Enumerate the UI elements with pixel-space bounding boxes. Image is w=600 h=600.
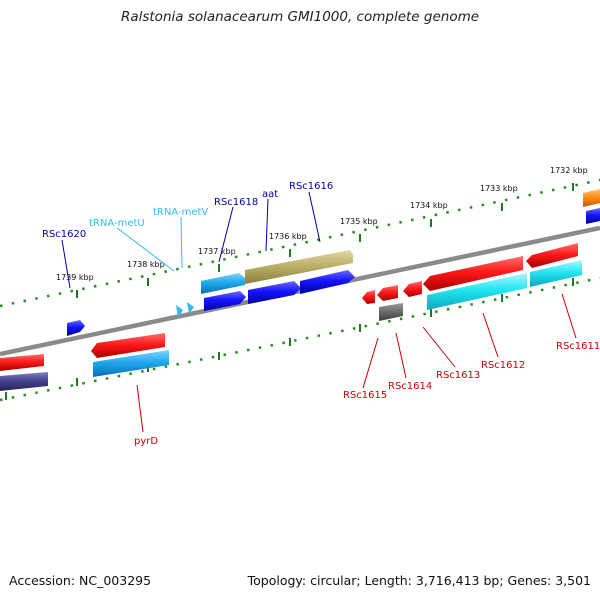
reverse-strand-genes bbox=[0, 243, 582, 391]
gene-arrow-rsc1618[interactable] bbox=[201, 273, 245, 294]
leader-rsc1615 bbox=[362, 337, 379, 389]
gene-arrow-left-red[interactable] bbox=[0, 354, 44, 371]
tick-label: 1732 kbp bbox=[550, 166, 588, 175]
label-rsc1613: RSc1613 bbox=[436, 370, 480, 381]
gene-arrow-blue-2[interactable] bbox=[248, 281, 301, 304]
label-trna-metv: tRNA-metV bbox=[153, 207, 208, 218]
leader-rsc1618 bbox=[218, 206, 234, 263]
gene-arrow-cyan-left[interactable] bbox=[93, 350, 169, 377]
leader-rsc1613 bbox=[422, 326, 456, 368]
accession-text: Accession: NC_003295 bbox=[9, 573, 152, 588]
leader-rsc1616 bbox=[308, 191, 321, 243]
gene-arrow-cyan-1612[interactable] bbox=[427, 273, 527, 310]
tick-label: 1738 kbp bbox=[127, 260, 165, 269]
gene-arrow-orange[interactable] bbox=[583, 189, 600, 207]
gene-arrow-aat[interactable] bbox=[245, 250, 353, 284]
gene-arrow-pyrd[interactable] bbox=[91, 333, 165, 358]
label-rsc1616: RSc1616 bbox=[289, 181, 333, 192]
label-rsc1620: RSc1620 bbox=[42, 229, 86, 240]
major-ticks bbox=[76, 183, 574, 298]
label-rsc1611: RSc1611 bbox=[556, 341, 600, 352]
leader-rsc1620 bbox=[61, 239, 71, 289]
gene-arrow-rsc1611[interactable] bbox=[526, 243, 578, 268]
genome-title: Ralstonia solanacearum GMI1000, complete… bbox=[120, 9, 480, 25]
tick-label: 1734 kbp bbox=[410, 201, 448, 210]
tick-labels: 1739 kbp 1738 kbp 1737 kbp 1736 kbp 1735… bbox=[56, 166, 588, 282]
gene-labels: RSc1620 tRNA-metU tRNA-metV RSc1618 aat … bbox=[42, 181, 600, 447]
tick-label: 1736 kbp bbox=[269, 232, 307, 241]
tick-label: 1735 kbp bbox=[340, 217, 378, 226]
trna-arrow-metu[interactable] bbox=[176, 305, 183, 318]
tick-label: 1733 kbp bbox=[480, 184, 518, 193]
forward-ruler-dots bbox=[0, 178, 600, 308]
label-rsc1612: RSc1612 bbox=[481, 360, 525, 371]
tick-label: 1737 kbp bbox=[198, 247, 236, 256]
label-rsc1615: RSc1615 bbox=[343, 390, 387, 401]
gene-arrow-blue-1[interactable] bbox=[204, 291, 246, 311]
gene-arrow-blue-right[interactable] bbox=[586, 208, 600, 224]
leader-aat bbox=[265, 198, 269, 252]
label-pyrd: pyrD bbox=[134, 436, 158, 447]
gene-arrow-rsc1615[interactable] bbox=[362, 290, 375, 304]
gene-arrow-cyan-1611[interactable] bbox=[530, 260, 582, 287]
gene-arrow-rsc1612[interactable] bbox=[423, 256, 523, 291]
reverse-ruler-dots bbox=[0, 276, 600, 402]
leader-trna-metv bbox=[180, 216, 183, 269]
trna-arrow-metv[interactable] bbox=[187, 302, 194, 314]
gene-arrow-rsc1613[interactable] bbox=[403, 281, 422, 297]
gene-arrow-left-navy[interactable] bbox=[0, 372, 48, 391]
forward-strand-genes bbox=[67, 189, 600, 336]
label-rsc1618: RSc1618 bbox=[214, 197, 258, 208]
genome-stats-text: Topology: circular; Length: 3,716,413 bp… bbox=[247, 573, 591, 588]
label-leaders bbox=[61, 191, 577, 433]
leader-rsc1614 bbox=[395, 332, 407, 379]
leader-trna-metu bbox=[116, 227, 175, 272]
leader-pyrd bbox=[136, 384, 144, 433]
label-aat: aat bbox=[262, 189, 278, 200]
leader-rsc1612 bbox=[482, 312, 499, 358]
gene-arrow-rsc1616[interactable] bbox=[300, 270, 355, 294]
gene-arrow-grey[interactable] bbox=[379, 303, 403, 321]
label-trna-metu: tRNA-metU bbox=[89, 218, 145, 229]
leader-rsc1611 bbox=[561, 293, 577, 339]
gene-arrow-rsc1620[interactable] bbox=[67, 320, 85, 336]
tick-label: 1739 kbp bbox=[56, 273, 94, 282]
label-rsc1614: RSc1614 bbox=[388, 381, 432, 392]
gene-arrow-rsc1614[interactable] bbox=[377, 285, 398, 301]
